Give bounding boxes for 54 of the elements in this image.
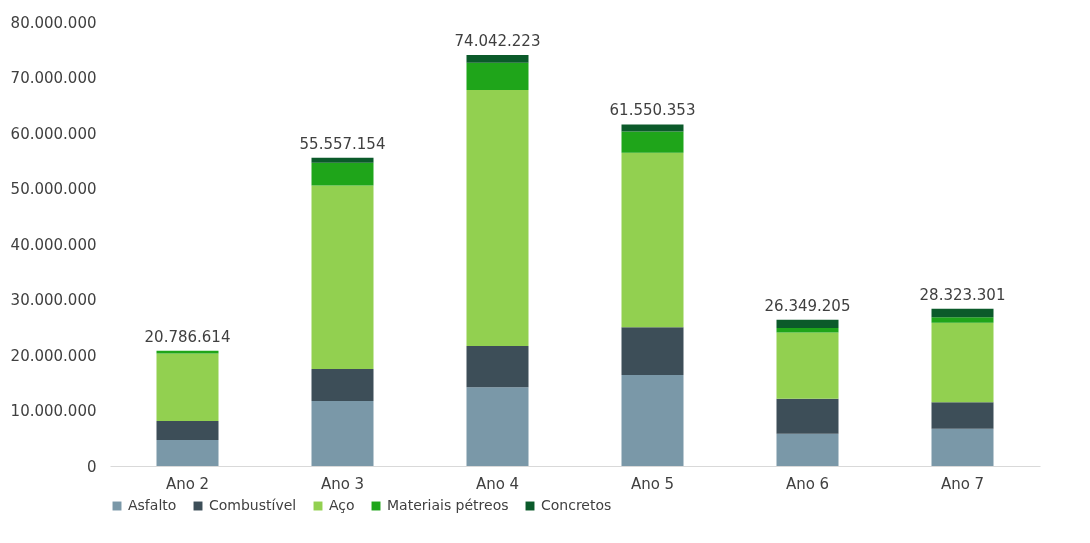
bar xyxy=(931,402,994,429)
bar xyxy=(621,124,684,132)
y-tick-label: 10.000.000 xyxy=(10,402,97,420)
legend-label: Concretos xyxy=(541,497,612,513)
total-label: 28.323.301 xyxy=(919,285,1006,304)
bar xyxy=(311,185,374,369)
legend-label: Materiais pétreos xyxy=(387,497,509,513)
y-tick-label: 20.000.000 xyxy=(10,346,97,365)
y-tick-label: 60.000.000 xyxy=(10,124,97,143)
bar xyxy=(776,398,839,434)
bar xyxy=(156,439,219,466)
bar xyxy=(311,401,374,466)
x-tick-label: Ano 4 xyxy=(475,474,520,493)
y-tick-label: 30.000.000 xyxy=(10,291,97,309)
x-tick-label: Ano 3 xyxy=(320,474,365,493)
total-label: 74.042.223 xyxy=(454,32,541,51)
bar xyxy=(931,322,994,403)
y-tick-label: 40.000.000 xyxy=(10,235,97,254)
total-label: 61.550.353 xyxy=(609,101,696,120)
bar xyxy=(621,152,684,328)
total-label: 55.557.154 xyxy=(299,134,386,153)
total-label: 20.786.614 xyxy=(144,327,231,346)
legend-label: Combustível xyxy=(209,497,297,513)
total-label: 26.349.205 xyxy=(764,296,851,315)
bar xyxy=(466,90,529,347)
legend-label: Aço xyxy=(329,497,355,513)
bar xyxy=(466,387,529,466)
bar xyxy=(621,327,684,375)
x-tick-label: Ano 2 xyxy=(165,474,210,493)
x-tick-label: Ano 7 xyxy=(940,474,985,493)
bar xyxy=(311,162,374,186)
bar xyxy=(931,428,994,466)
bar xyxy=(156,421,219,440)
y-tick-label: 50.000.000 xyxy=(10,180,97,198)
bar xyxy=(466,55,529,63)
bar xyxy=(311,368,374,402)
bar xyxy=(466,62,529,91)
y-tick-label: 70.000.000 xyxy=(10,69,97,87)
x-tick-label: Ano 5 xyxy=(630,474,675,493)
bar xyxy=(311,157,374,163)
bar xyxy=(931,317,994,323)
bar xyxy=(776,332,839,399)
bar xyxy=(466,346,529,388)
x-tick-label: Ano 6 xyxy=(785,474,830,493)
bar xyxy=(621,374,684,466)
y-tick-label: 80.000.000 xyxy=(10,13,97,32)
bar xyxy=(621,131,684,153)
bar xyxy=(931,308,994,318)
bar xyxy=(776,328,839,333)
bar xyxy=(776,319,839,329)
legend-label: Asfalto xyxy=(128,497,177,513)
bar xyxy=(776,433,839,466)
y-tick-label: 0 xyxy=(86,457,97,476)
bar xyxy=(156,353,219,422)
